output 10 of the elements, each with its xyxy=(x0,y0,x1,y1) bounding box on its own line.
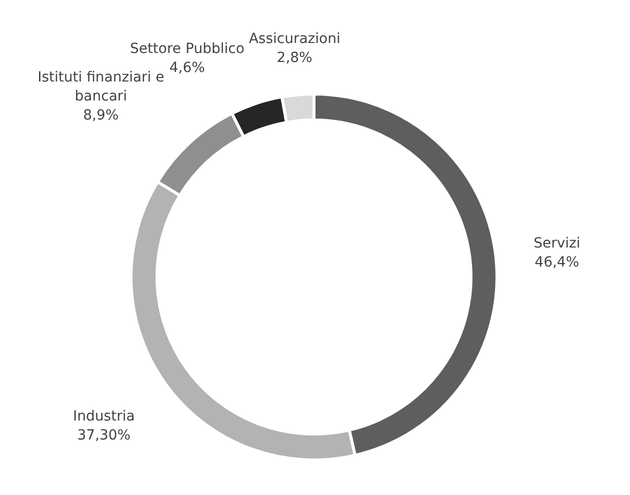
slice-label: Istituti finanziari e bancari xyxy=(38,69,164,104)
data-label: 8,9% xyxy=(83,107,119,124)
slice-label: Industria xyxy=(73,408,135,425)
slice-label: Servizi xyxy=(534,235,580,252)
slice-label: Settore Pubblico xyxy=(130,41,244,58)
slice-label: Assicurazioni xyxy=(248,30,340,47)
data-label: 46,4% xyxy=(534,254,580,270)
data-label: 37,30% xyxy=(77,428,131,444)
data-label: 4,6% xyxy=(169,60,205,76)
data-label: 2,8% xyxy=(276,50,312,66)
